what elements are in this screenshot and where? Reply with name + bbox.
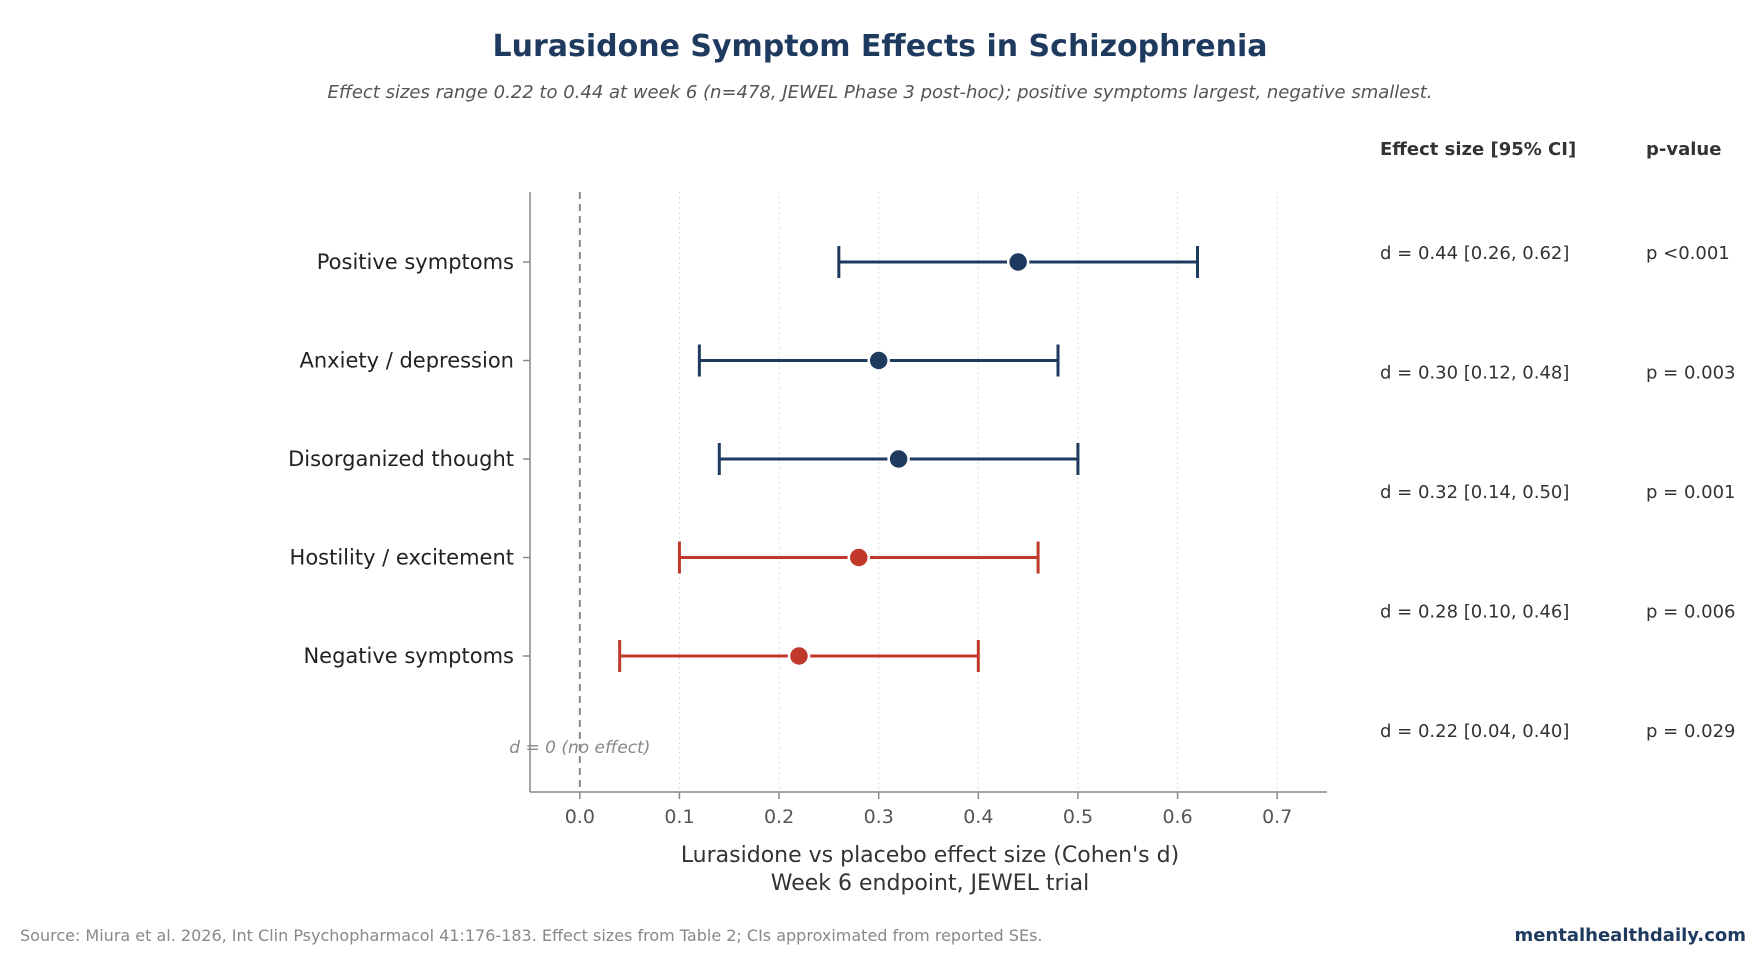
effect-row: Disorganized thought: [288, 443, 1080, 475]
effect-row: Hostility / excitement: [290, 541, 1040, 574]
x-ticks: 0.0 0.1 0.2 0.3 0.4 0.5 0.6 0.7: [565, 792, 1292, 828]
table-cell-pvalue: p = 0.006: [1646, 602, 1735, 623]
effect-point: [867, 349, 890, 372]
category-label: Anxiety / depression: [300, 349, 515, 373]
table-cell-effect: d = 0.44 [0.26, 0.62]: [1380, 243, 1569, 264]
x-axis-label-line1: Lurasidone vs placebo effect size (Cohen…: [681, 843, 1179, 868]
effect-row: Negative symptoms: [303, 640, 980, 672]
table-cell-pvalue: p = 0.001: [1646, 482, 1735, 503]
table-cell-pvalue: p = 0.003: [1646, 363, 1735, 384]
chart-subtitle: Effect sizes range 0.22 to 0.44 at week …: [327, 82, 1432, 103]
table-header-pvalue: p-value: [1646, 139, 1721, 160]
x-tick-label: 0.6: [1162, 806, 1192, 828]
table-header-effect: Effect size [95% CI]: [1380, 139, 1576, 160]
effect-point: [847, 546, 871, 569]
table-cell-effect: d = 0.28 [0.10, 0.46]: [1380, 602, 1569, 623]
category-label: Hostility / excitement: [290, 546, 514, 570]
category-label: Negative symptoms: [303, 644, 514, 668]
table-cell-effect: d = 0.30 [0.12, 0.48]: [1380, 363, 1569, 384]
category-label: Disorganized thought: [288, 447, 514, 471]
effect-row: Anxiety / depression: [300, 344, 1060, 377]
grid-lines: [678, 192, 1278, 792]
reference-line-label: d = 0 (no effect): [509, 738, 650, 758]
x-tick-label: 0.5: [1063, 806, 1093, 828]
effect-point: [887, 447, 910, 471]
x-tick-label: 0.7: [1262, 806, 1292, 828]
x-tick-label: 0.2: [764, 806, 794, 828]
chart-title: Lurasidone Symptom Effects in Schizophre…: [492, 29, 1267, 64]
effect-rows: Positive symptoms Anxiety / depression Dis…: [288, 246, 1199, 672]
source-note: Source: Miura et al. 2026, Int Clin Psyc…: [20, 926, 1042, 945]
table-cell-effect: d = 0.32 [0.14, 0.50]: [1380, 482, 1569, 503]
table-cell-effect: d = 0.22 [0.04, 0.40]: [1380, 721, 1569, 742]
x-tick-label: 0.0: [565, 806, 595, 828]
axes: [529, 192, 1327, 793]
x-axis-label-line2: Week 6 endpoint, JEWEL trial: [771, 871, 1089, 896]
effect-point: [787, 644, 811, 668]
effect-row: Positive symptoms: [317, 246, 1199, 278]
table-cell-pvalue: p <0.001: [1646, 243, 1730, 264]
table-cell-pvalue: p = 0.029: [1646, 721, 1735, 742]
category-label: Positive symptoms: [317, 250, 514, 274]
x-tick-label: 0.4: [963, 806, 993, 828]
x-tick-label: 0.1: [664, 806, 694, 828]
x-tick-label: 0.3: [864, 806, 894, 828]
stats-table: d = 0.44 [0.26, 0.62] p <0.001 d = 0.30 [0…: [1380, 243, 1735, 742]
brand-label: mentalhealthdaily.com: [1514, 925, 1746, 946]
effect-point: [1006, 250, 1030, 274]
